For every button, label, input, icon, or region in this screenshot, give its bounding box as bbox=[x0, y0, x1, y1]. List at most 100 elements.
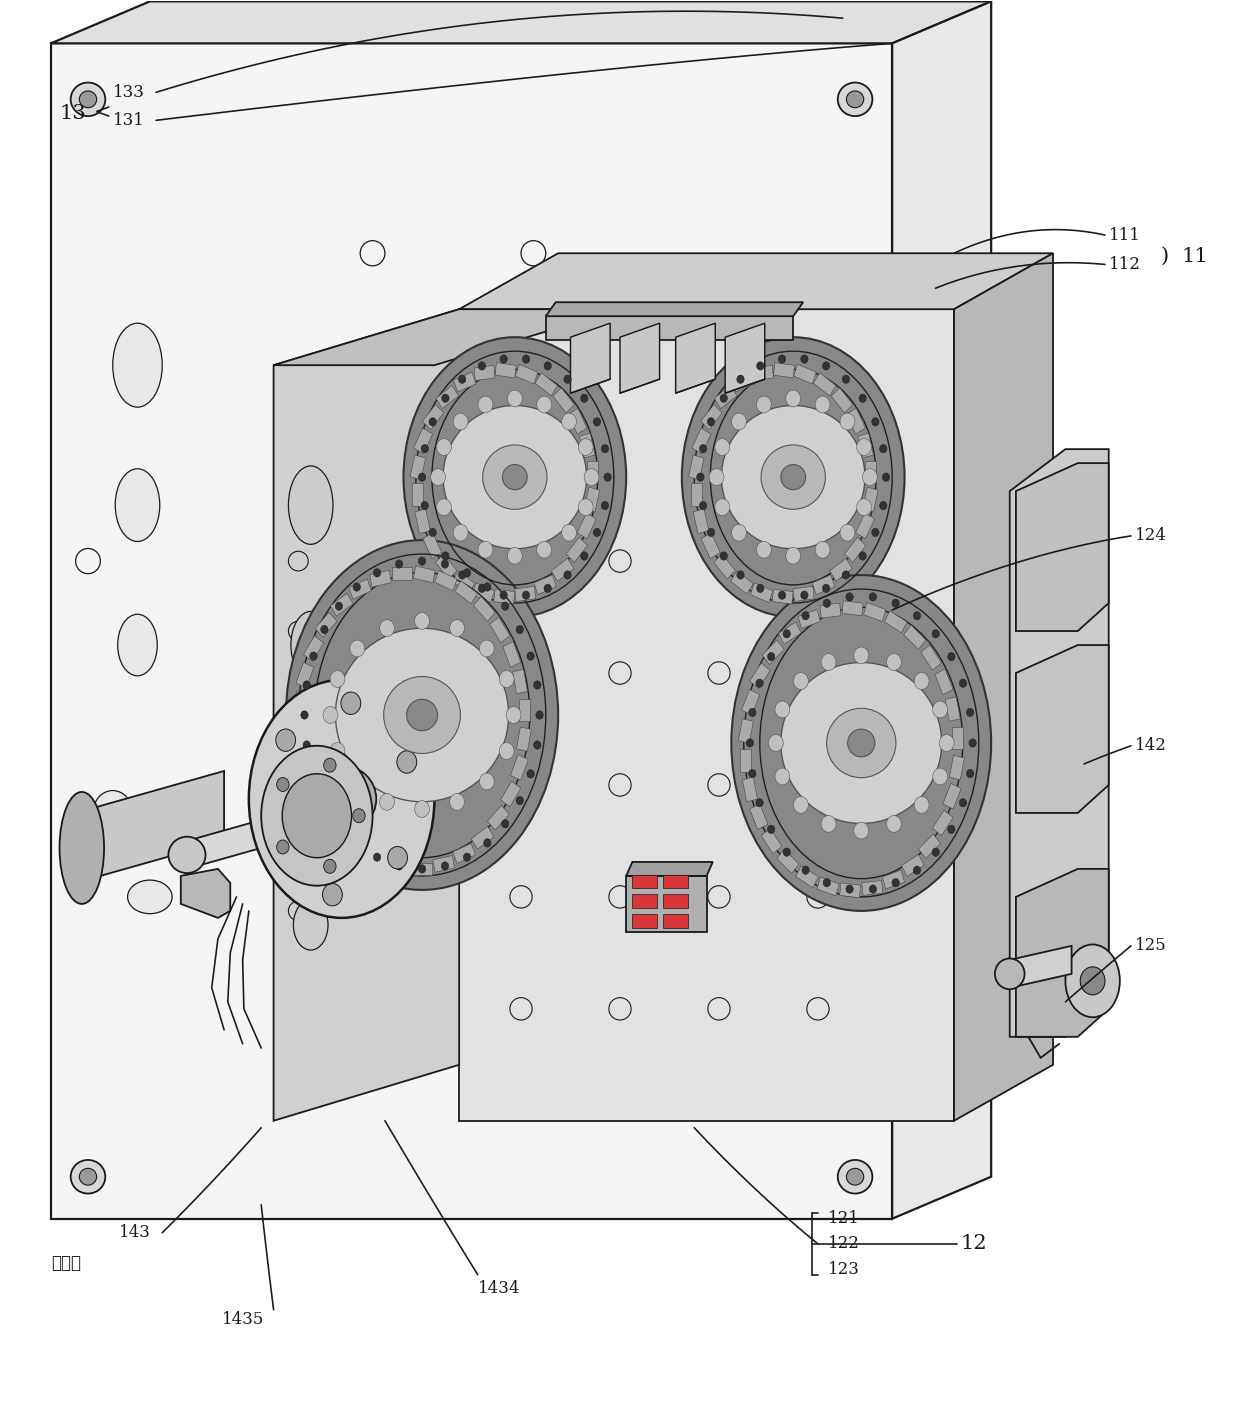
Bar bbox=[935, 669, 954, 694]
Ellipse shape bbox=[289, 465, 334, 544]
Ellipse shape bbox=[118, 614, 157, 676]
Circle shape bbox=[422, 502, 429, 510]
Ellipse shape bbox=[286, 540, 558, 890]
Bar bbox=[842, 601, 863, 615]
Circle shape bbox=[854, 822, 869, 838]
Circle shape bbox=[335, 601, 342, 610]
Ellipse shape bbox=[291, 611, 331, 679]
Text: 13: 13 bbox=[60, 104, 87, 123]
Ellipse shape bbox=[847, 91, 864, 108]
Circle shape bbox=[500, 355, 507, 363]
Circle shape bbox=[500, 670, 515, 687]
Circle shape bbox=[350, 773, 365, 789]
Bar bbox=[740, 749, 751, 771]
Circle shape bbox=[506, 707, 521, 723]
Circle shape bbox=[330, 670, 345, 687]
Bar bbox=[578, 513, 596, 538]
Circle shape bbox=[516, 796, 523, 805]
Bar bbox=[750, 803, 768, 830]
Ellipse shape bbox=[502, 464, 527, 489]
Bar bbox=[701, 405, 722, 429]
Bar bbox=[761, 829, 782, 854]
Circle shape bbox=[580, 552, 588, 561]
Bar bbox=[304, 635, 324, 662]
Bar bbox=[904, 625, 926, 649]
Bar bbox=[753, 366, 774, 380]
Circle shape bbox=[715, 499, 730, 516]
Circle shape bbox=[480, 773, 495, 789]
Circle shape bbox=[887, 816, 901, 833]
Circle shape bbox=[275, 729, 295, 751]
Circle shape bbox=[310, 652, 317, 660]
Bar bbox=[414, 428, 433, 454]
Polygon shape bbox=[51, 1, 991, 43]
Polygon shape bbox=[51, 43, 893, 1218]
Bar bbox=[688, 456, 704, 479]
Circle shape bbox=[593, 418, 600, 426]
Bar bbox=[932, 810, 954, 836]
Bar bbox=[883, 871, 905, 889]
Ellipse shape bbox=[249, 680, 434, 918]
Text: 122: 122 bbox=[828, 1235, 859, 1252]
Bar bbox=[794, 586, 815, 601]
Circle shape bbox=[749, 770, 756, 778]
Circle shape bbox=[464, 852, 471, 861]
Circle shape bbox=[707, 529, 714, 537]
Circle shape bbox=[872, 418, 879, 426]
Circle shape bbox=[821, 816, 836, 833]
Polygon shape bbox=[187, 799, 336, 869]
Bar bbox=[495, 363, 516, 379]
Circle shape bbox=[353, 583, 361, 592]
Circle shape bbox=[839, 414, 854, 430]
Circle shape bbox=[801, 355, 808, 363]
Circle shape bbox=[564, 376, 572, 383]
Circle shape bbox=[277, 840, 289, 854]
Polygon shape bbox=[76, 771, 224, 883]
Circle shape bbox=[441, 552, 449, 561]
Bar bbox=[329, 822, 351, 845]
Circle shape bbox=[441, 394, 449, 402]
Circle shape bbox=[322, 883, 342, 906]
Text: 143: 143 bbox=[119, 1224, 151, 1241]
Circle shape bbox=[966, 770, 973, 778]
Circle shape bbox=[720, 394, 728, 402]
Bar bbox=[796, 865, 818, 887]
Polygon shape bbox=[632, 875, 657, 889]
Circle shape bbox=[854, 646, 869, 663]
Polygon shape bbox=[546, 317, 794, 341]
Polygon shape bbox=[459, 254, 1053, 310]
Bar bbox=[389, 859, 410, 876]
Bar bbox=[367, 852, 389, 872]
Circle shape bbox=[768, 652, 775, 660]
Polygon shape bbox=[1009, 449, 1109, 1037]
Circle shape bbox=[869, 593, 877, 601]
Circle shape bbox=[697, 472, 704, 481]
Circle shape bbox=[699, 502, 707, 510]
Circle shape bbox=[879, 444, 887, 453]
Circle shape bbox=[335, 820, 342, 829]
Bar bbox=[858, 433, 873, 458]
Text: 111: 111 bbox=[1109, 227, 1141, 244]
Ellipse shape bbox=[482, 444, 547, 509]
Circle shape bbox=[815, 397, 830, 414]
Circle shape bbox=[960, 679, 967, 687]
Circle shape bbox=[857, 499, 872, 516]
Ellipse shape bbox=[407, 700, 438, 730]
Circle shape bbox=[501, 820, 508, 829]
Bar bbox=[568, 408, 587, 435]
Bar bbox=[951, 726, 962, 749]
Circle shape bbox=[822, 585, 830, 593]
Circle shape bbox=[277, 778, 289, 792]
Ellipse shape bbox=[838, 1159, 873, 1193]
Bar bbox=[830, 558, 852, 582]
Circle shape bbox=[507, 547, 522, 564]
Bar bbox=[587, 461, 598, 484]
Bar bbox=[370, 571, 392, 587]
Bar bbox=[763, 641, 785, 665]
Circle shape bbox=[484, 838, 491, 847]
Bar bbox=[812, 575, 835, 594]
Ellipse shape bbox=[847, 1168, 864, 1185]
Bar bbox=[474, 597, 495, 621]
Circle shape bbox=[537, 397, 552, 414]
Circle shape bbox=[396, 559, 403, 568]
